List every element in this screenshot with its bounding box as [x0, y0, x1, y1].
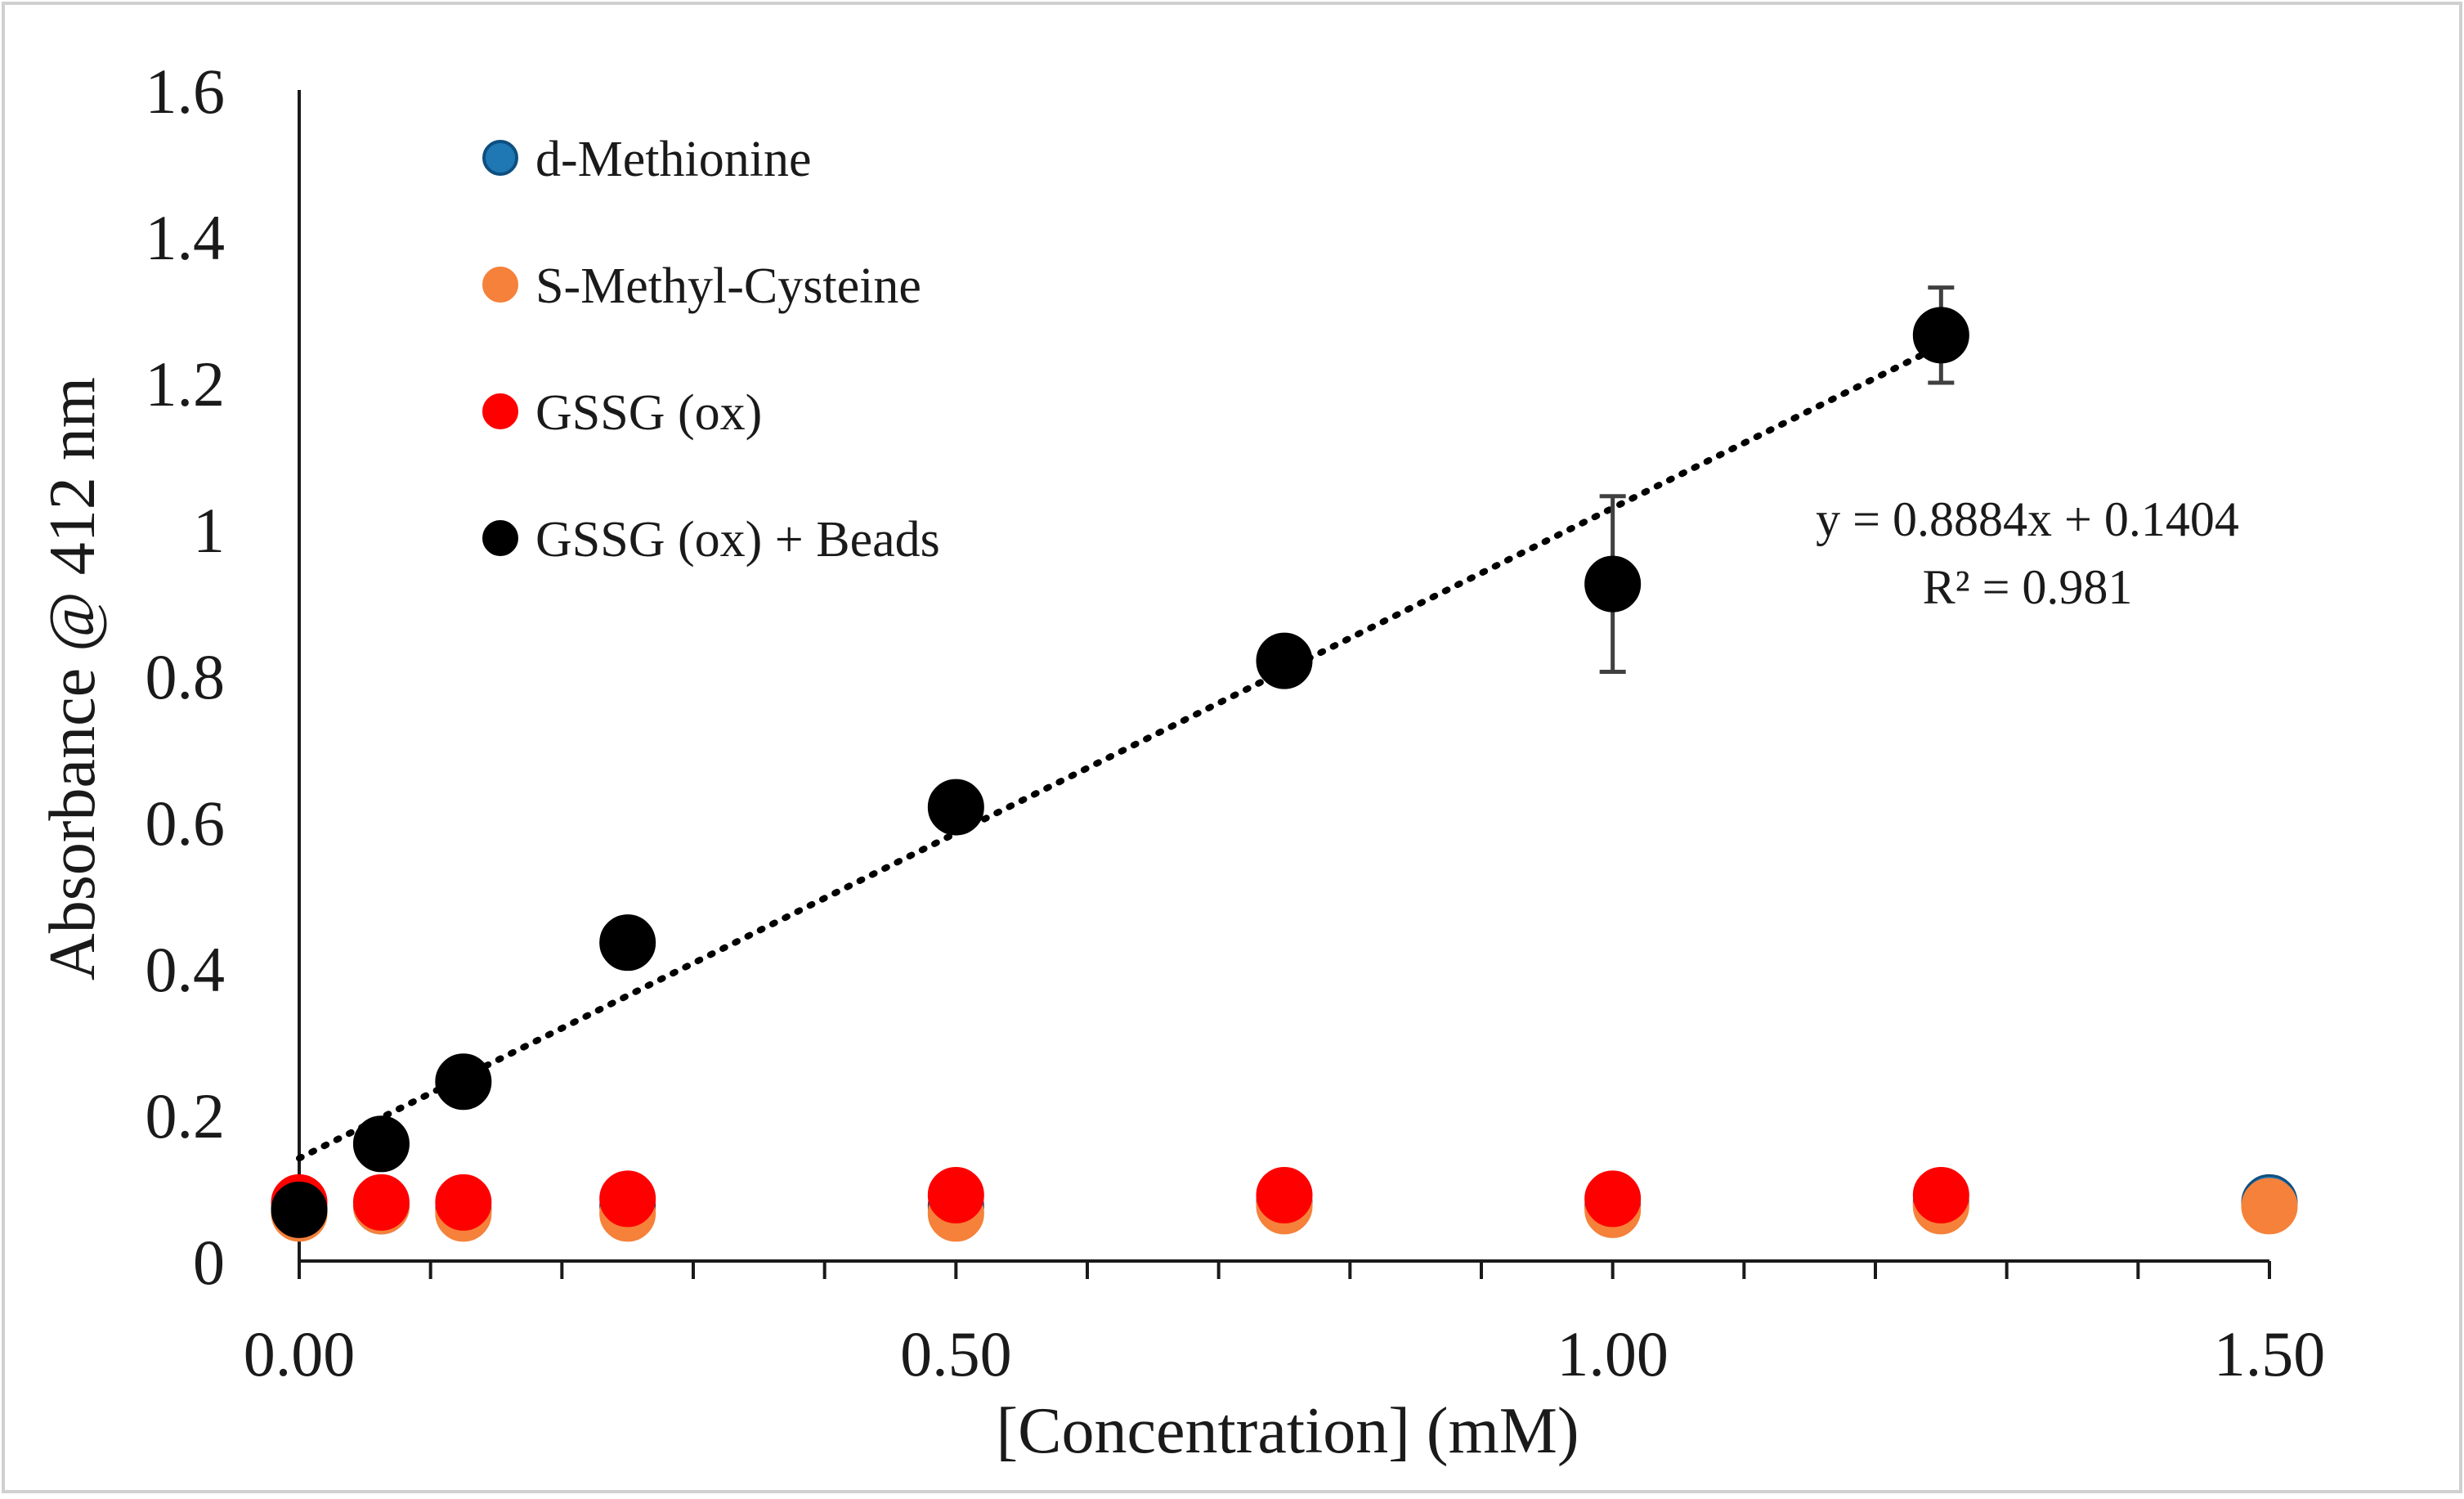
data-point — [1256, 1166, 1313, 1223]
data-point — [599, 1170, 656, 1227]
legend-marker — [482, 520, 518, 556]
data-point — [435, 1053, 492, 1111]
data-point — [1256, 632, 1313, 689]
series-3 — [271, 285, 1969, 1238]
legend-label: S-Methyl-Cysteine — [535, 258, 921, 314]
data-point — [599, 914, 656, 972]
data-point — [271, 1181, 328, 1238]
data-point — [1912, 1166, 1969, 1223]
trendline-r-squared: R² = 0.981 — [1923, 560, 2133, 614]
data-point — [1584, 555, 1642, 613]
x-axis-title: [Concentration] (mM) — [996, 1395, 1579, 1467]
data-point — [352, 1115, 410, 1173]
x-tick-label: 1.50 — [2214, 1318, 2326, 1389]
data-point — [435, 1174, 492, 1231]
y-tick-label: 0 — [193, 1227, 225, 1298]
legend-label: GSSG (ox) — [535, 385, 762, 441]
trendline-path — [296, 342, 1945, 1162]
legend-label: GSSG (ox) + Beads — [535, 512, 940, 568]
legend-marker — [482, 140, 518, 176]
data-point — [1584, 1170, 1642, 1227]
legend-marker — [482, 393, 518, 429]
y-tick-label: 1.2 — [146, 348, 226, 420]
legend-marker — [482, 267, 518, 303]
legend-label: d-Methionine — [535, 132, 812, 187]
data-point — [1912, 307, 1969, 364]
y-tick-label: 1.6 — [146, 56, 226, 127]
data-point — [2241, 1178, 2298, 1235]
y-tick-label: 0.8 — [146, 641, 226, 712]
x-tick-label: 1.00 — [1557, 1318, 1669, 1389]
y-tick-label: 0.2 — [146, 1080, 226, 1151]
data-point — [927, 779, 984, 836]
y-tick-label: 0.6 — [146, 788, 226, 859]
y-tick-label: 1.4 — [146, 202, 226, 273]
x-tick-label: 0.00 — [244, 1318, 356, 1389]
y-tick-label: 0.4 — [146, 934, 226, 1005]
y-axis-title: Absorbance @ 412 nm — [37, 377, 109, 981]
axes: 0.00 0.50 1.00 1.50 0 0.2 0.4 0.6 0.8 1 1.2 1.4 1.6 — [146, 56, 2326, 1389]
legend: d-Methionine S-Methyl-Cysteine GSSG (ox) GS… — [482, 132, 940, 568]
data-point — [352, 1174, 410, 1231]
trendline — [296, 342, 1945, 1162]
x-tick-label: 0.50 — [900, 1318, 1012, 1389]
data-marks — [271, 285, 2298, 1242]
y-tick-label: 1 — [193, 495, 225, 566]
data-point — [927, 1166, 984, 1223]
trendline-equation: y = 0.8884x + 0.1404 — [1816, 492, 2239, 546]
